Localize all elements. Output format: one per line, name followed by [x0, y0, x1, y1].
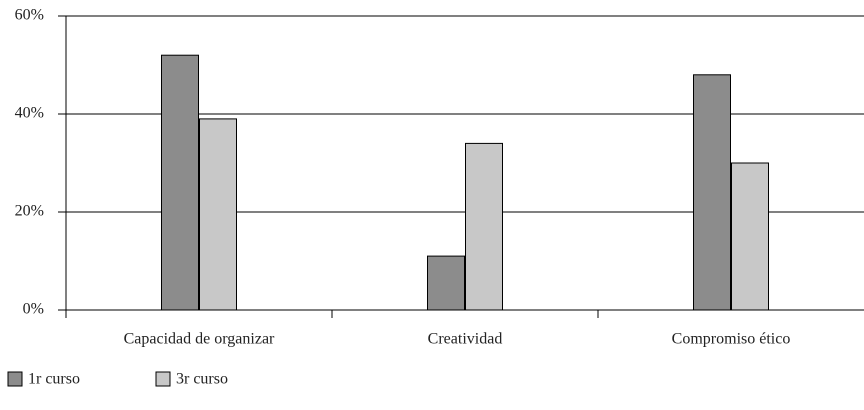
bar — [199, 118, 237, 311]
legend-label: 1r curso — [28, 371, 80, 388]
y-tick-label: 20% — [15, 203, 44, 220]
x-tick-label: Capacidad de organizar — [124, 331, 275, 348]
bar — [427, 255, 465, 311]
x-tick-label: Compromiso ético — [672, 331, 791, 348]
bar — [731, 162, 769, 311]
legend-swatch — [7, 371, 23, 387]
legend-swatch — [155, 371, 171, 387]
bar — [693, 74, 731, 311]
legend-label: 3r curso — [176, 371, 228, 388]
bar — [465, 142, 503, 311]
y-tick-label: 0% — [23, 301, 44, 318]
y-tick-label: 60% — [15, 7, 44, 24]
bar — [161, 54, 199, 311]
x-tick-label: Creatividad — [428, 331, 503, 348]
y-tick-label: 40% — [15, 105, 44, 122]
